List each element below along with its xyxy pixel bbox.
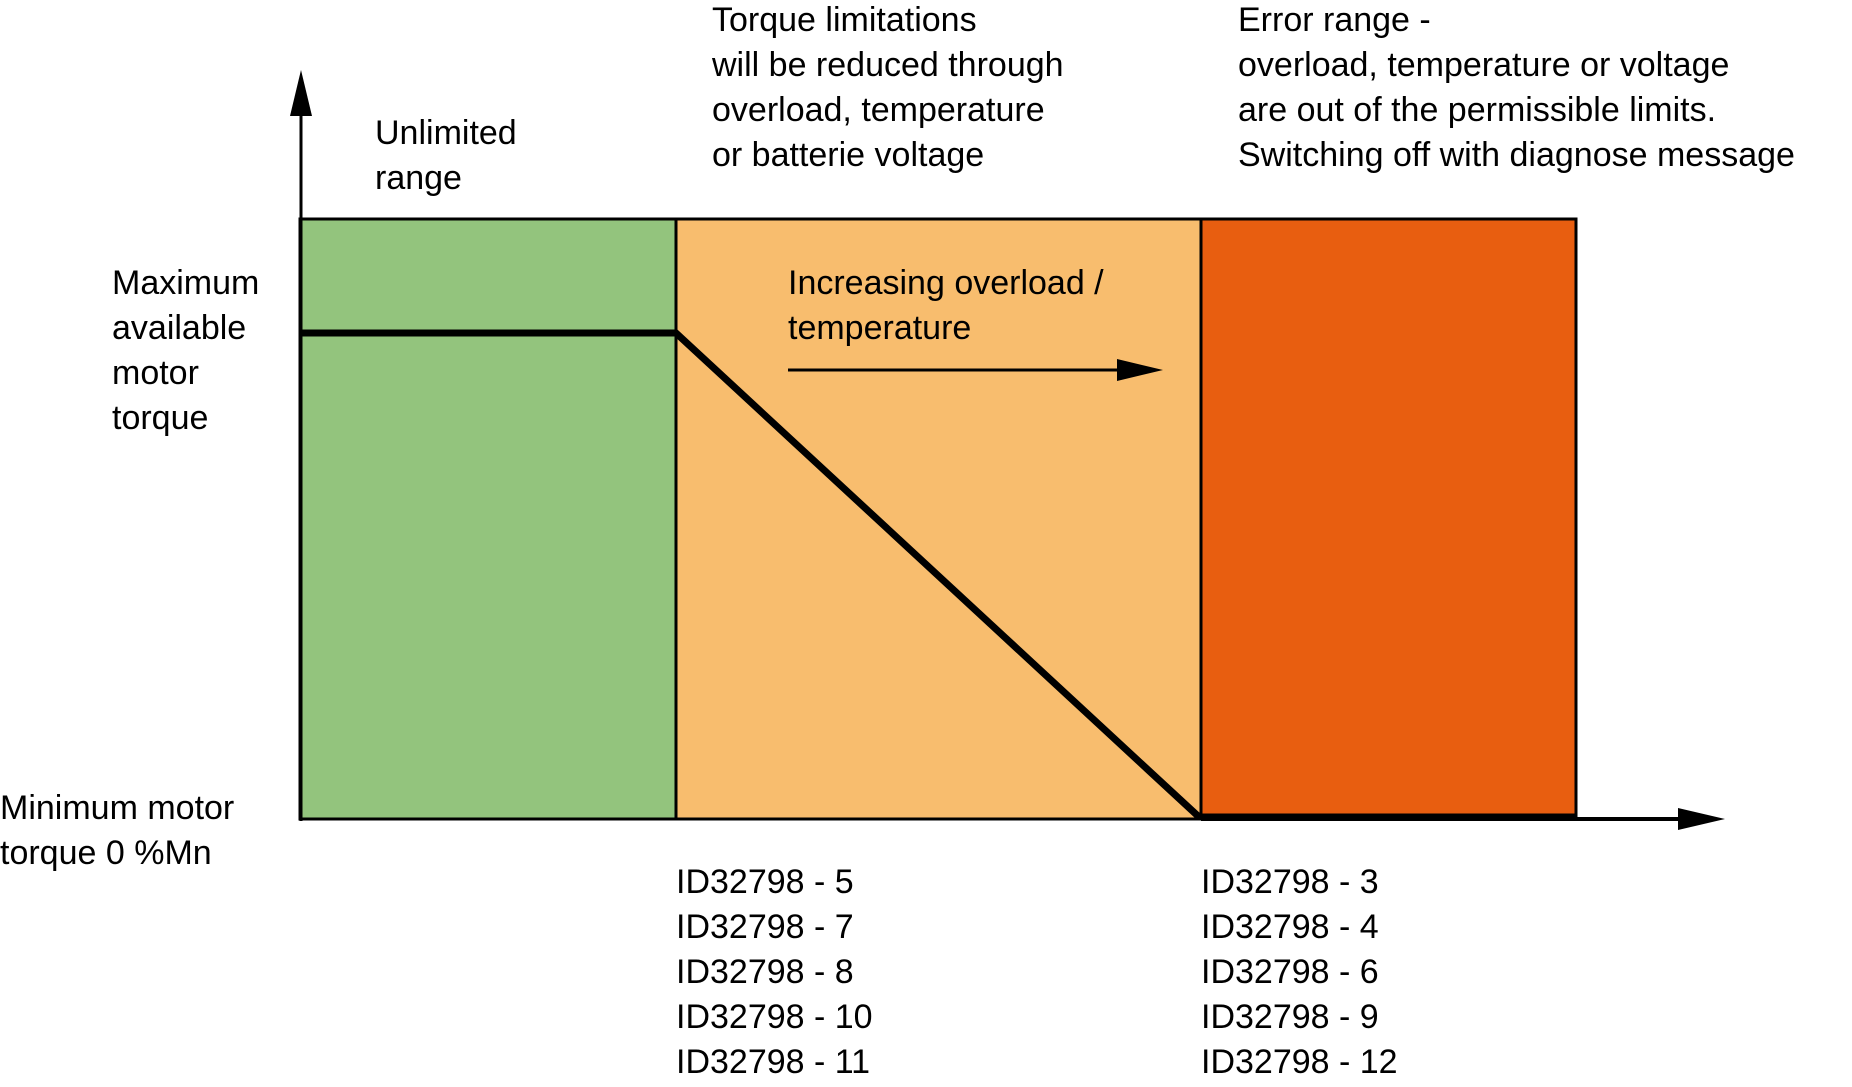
label-line: available [112,309,246,347]
limited-range-caption: Torque limitations will be reduced throu… [711,1,1073,174]
diagnostic-code: ID32798 - 6 [1201,953,1379,991]
caption-line: overload, temperature [712,91,1045,129]
unlimited-range-caption: Unlimited range [375,114,526,197]
caption-line: Unlimited [375,114,517,152]
error-range-caption: Error range - overload, temperature or v… [1238,1,1795,174]
trend-arrow-label: Increasing overload / temperature [788,264,1113,347]
x-axis-arrowhead [1678,808,1725,830]
y-axis-arrowhead [290,70,312,116]
caption-line: will be reduced through [711,46,1064,84]
torque-curve [300,329,1576,821]
limited-range-box [674,217,1203,821]
caption-line: range [375,159,462,197]
unlimited-range-box [298,217,678,821]
label-line: Maximum [112,264,259,302]
max-torque-label: Maximum available motor torque [112,264,269,437]
diagnostic-code: ID32798 - 9 [1201,998,1379,1036]
caption-line: are out of the permissible limits. [1238,91,1716,129]
label-line: motor [112,354,199,392]
label-line: torque [112,399,208,437]
label-line: torque 0 %Mn [0,834,212,872]
caption-line: Error range - [1238,1,1431,39]
label-line: temperature [788,309,971,347]
caption-line: Torque limitations [712,1,977,39]
diagnostic-code: ID32798 - 4 [1201,908,1379,946]
caption-line: or batterie voltage [712,136,984,174]
error-range-box [1199,217,1578,821]
min-torque-label: Minimum motor torque 0 %Mn [0,789,244,872]
error-range-codes: ID32798 - 3 ID32798 - 4 ID32798 - 6 ID32… [1201,863,1398,1081]
diagnostic-code: ID32798 - 11 [676,1043,870,1081]
trend-arrow-head [1117,359,1163,381]
caption-line: Switching off with diagnose message [1238,136,1795,174]
diagnostic-code: ID32798 - 7 [676,908,854,946]
diagnostic-code: ID32798 - 8 [676,953,854,991]
label-line: Minimum motor [0,789,234,827]
diagnostic-code: ID32798 - 3 [1201,863,1379,901]
limited-range-codes: ID32798 - 5 ID32798 - 7 ID32798 - 8 ID32… [676,863,882,1081]
label-line: Increasing overload / [788,264,1104,302]
diagnostic-code: ID32798 - 5 [676,863,854,901]
diagnostic-code: ID32798 - 12 [1201,1043,1398,1081]
diagnostic-code: ID32798 - 10 [676,998,873,1036]
caption-line: overload, temperature or voltage [1238,46,1729,84]
